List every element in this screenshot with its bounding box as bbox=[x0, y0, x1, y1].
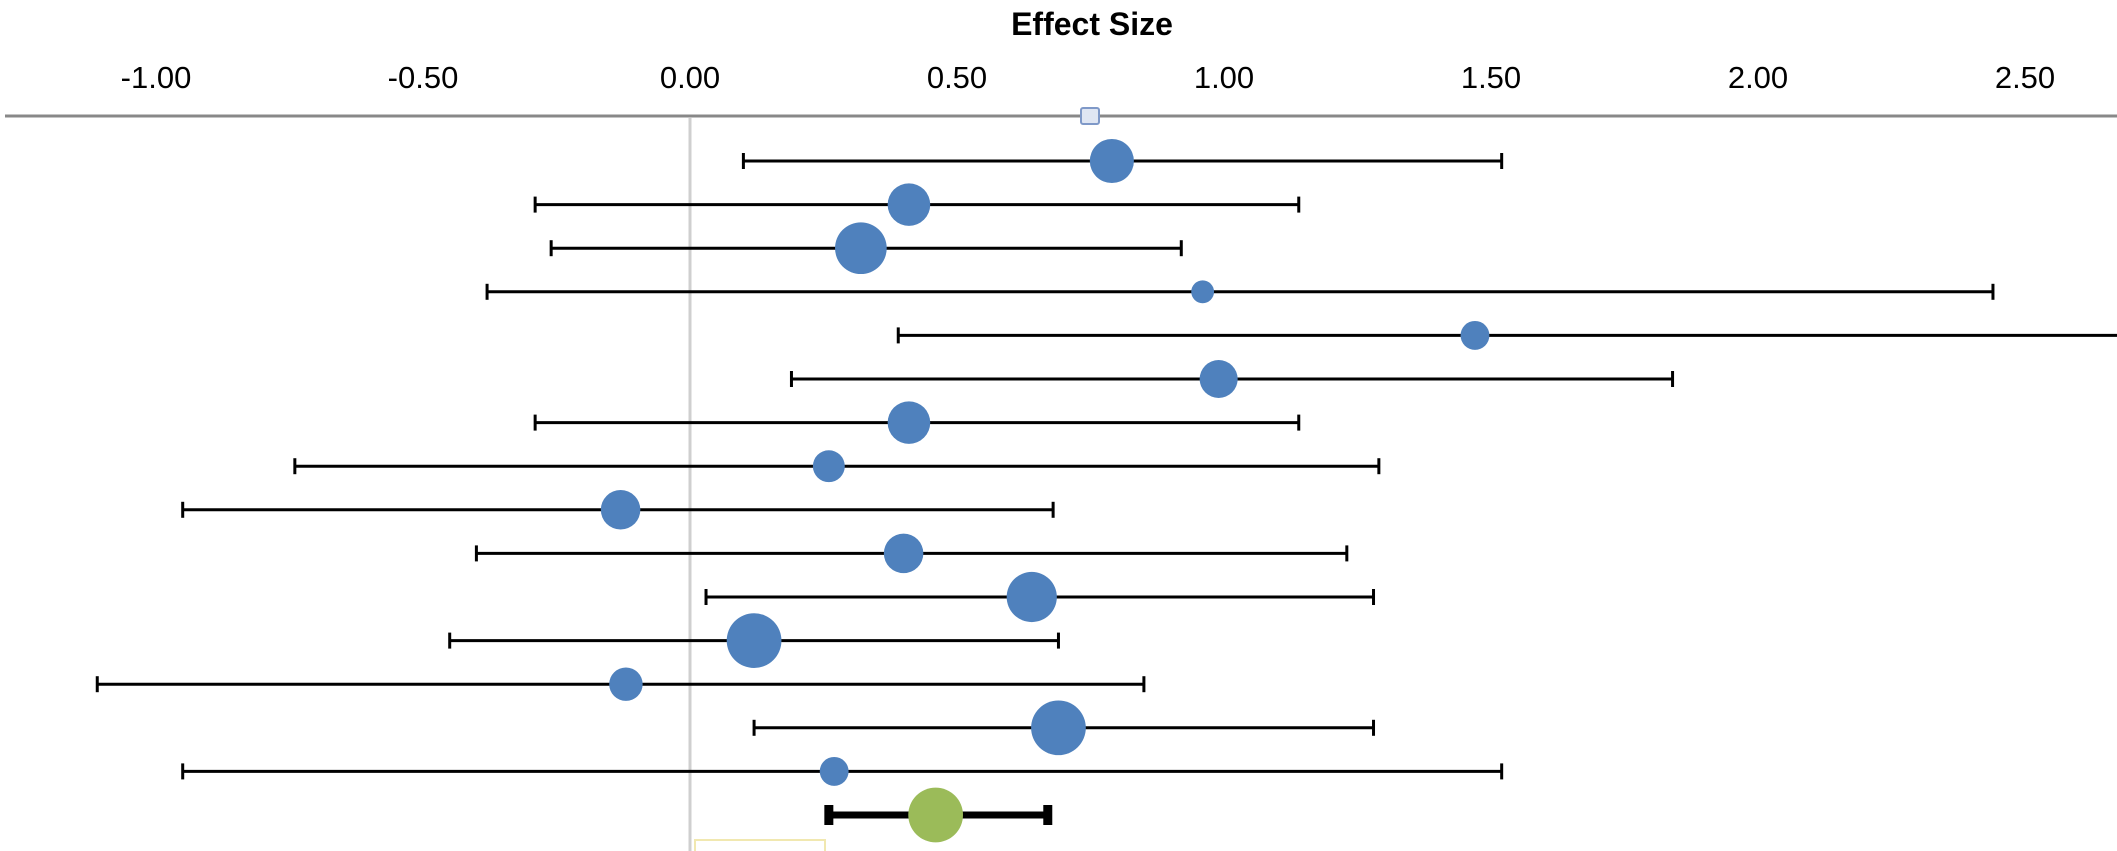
study-row bbox=[533, 401, 1301, 444]
tooltip-stub bbox=[694, 839, 826, 851]
x-tick-label: 2.00 bbox=[1728, 60, 1788, 95]
effect-point[interactable] bbox=[726, 613, 782, 668]
study-row bbox=[789, 360, 1675, 398]
study-row bbox=[474, 533, 1349, 574]
study-row bbox=[704, 571, 1376, 623]
summary-estimate bbox=[824, 787, 1053, 843]
effect-point[interactable] bbox=[1460, 320, 1490, 350]
study-marks bbox=[95, 138, 2117, 843]
x-tick-label: 0.50 bbox=[927, 60, 987, 95]
effect-point[interactable] bbox=[1191, 280, 1215, 304]
study-row bbox=[752, 700, 1376, 756]
study-row bbox=[181, 490, 1055, 530]
effect-point[interactable] bbox=[887, 183, 931, 226]
effect-point[interactable] bbox=[883, 533, 924, 574]
study-row bbox=[549, 222, 1183, 275]
effect-point[interactable] bbox=[1199, 360, 1238, 398]
study-row bbox=[485, 280, 1995, 304]
effect-point[interactable] bbox=[835, 222, 887, 275]
x-tick-label: 0.00 bbox=[660, 60, 720, 95]
effect-point[interactable] bbox=[887, 401, 931, 444]
study-row bbox=[181, 756, 1504, 786]
x-tick-label: -1.00 bbox=[121, 60, 192, 95]
effect-point[interactable] bbox=[609, 667, 643, 701]
study-row bbox=[533, 183, 1301, 226]
x-tick-labels: -1.00 -0.50 0.00 0.50 1.00 1.50 2.00 2.50 bbox=[121, 60, 2056, 95]
effect-point[interactable] bbox=[1089, 138, 1134, 184]
study-row bbox=[896, 320, 2117, 350]
x-axis-title: Effect Size bbox=[1011, 6, 1173, 42]
study-row bbox=[293, 450, 1381, 483]
study-row bbox=[448, 613, 1060, 668]
summary-point[interactable] bbox=[908, 787, 963, 843]
effect-point[interactable] bbox=[819, 756, 849, 786]
x-tick-label: 2.50 bbox=[1995, 60, 2055, 95]
effect-point[interactable] bbox=[812, 450, 845, 483]
x-tick-label: 1.50 bbox=[1461, 60, 1521, 95]
x-tick-label: 1.00 bbox=[1194, 60, 1254, 95]
x-tick-label: -0.50 bbox=[388, 60, 459, 95]
effect-point[interactable] bbox=[1031, 700, 1086, 756]
effect-point[interactable] bbox=[1006, 571, 1057, 623]
effect-point[interactable] bbox=[600, 490, 641, 530]
axis-selection-handle[interactable] bbox=[1080, 107, 1100, 125]
study-row bbox=[95, 667, 1146, 701]
study-row bbox=[741, 138, 1504, 184]
